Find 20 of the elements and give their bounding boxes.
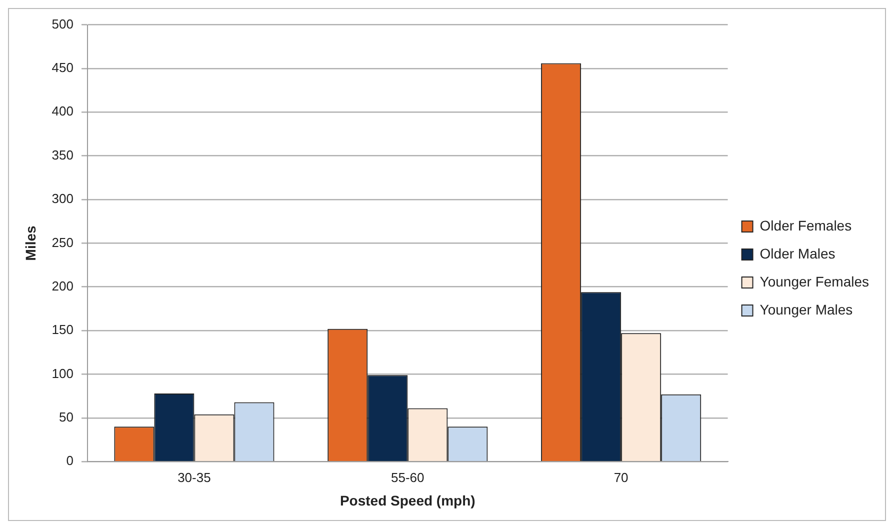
y-tick-label: 200 xyxy=(52,278,74,294)
x-tick-label: 30-35 xyxy=(178,470,211,485)
legend-label: Older Males xyxy=(760,245,836,262)
legend-label: Older Females xyxy=(760,217,852,234)
y-tick-label: 100 xyxy=(52,366,74,381)
legend-label: Younger Females xyxy=(760,273,869,290)
x-axis-title: Posted Speed (mph) xyxy=(340,492,476,508)
y-tick-label: 150 xyxy=(52,322,74,338)
x-tick-label: 55-60 xyxy=(391,470,424,485)
y-tick-label: 250 xyxy=(52,234,74,250)
y-tick-label: 400 xyxy=(52,104,74,119)
y-tick-label: 0 xyxy=(66,453,74,468)
y-tick-label: 450 xyxy=(52,60,74,76)
y-axis-title: Miles xyxy=(22,225,38,261)
y-tick-label: 300 xyxy=(52,191,74,206)
y-tick-label: 50 xyxy=(59,410,74,424)
x-tick-label: 70 xyxy=(614,470,628,485)
legend-label: Younger Males xyxy=(760,301,853,318)
y-tick-label: 350 xyxy=(52,147,74,162)
y-tick-label: 500 xyxy=(52,16,74,32)
